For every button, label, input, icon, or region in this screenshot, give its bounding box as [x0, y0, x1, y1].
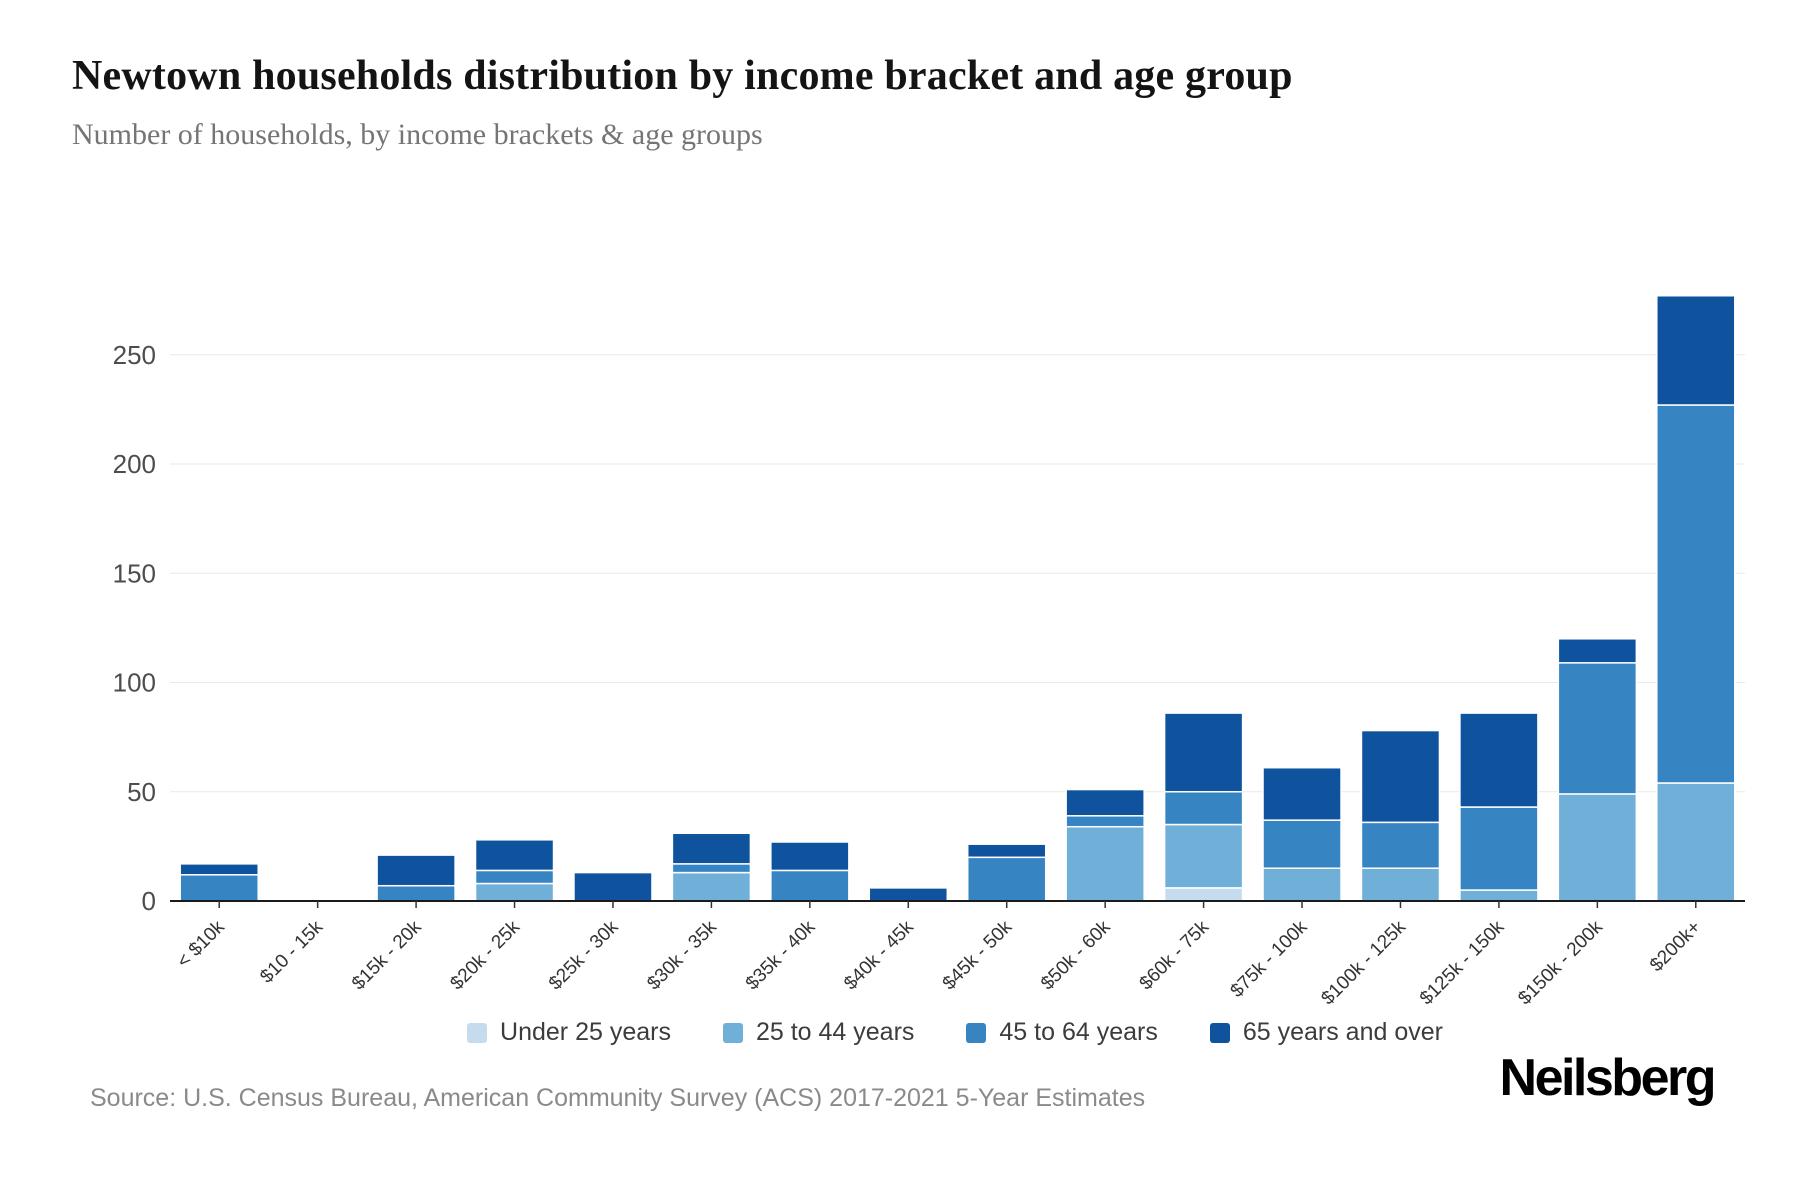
bar-segment [671, 863, 752, 874]
brand-logo: Neilsberg [1499, 1049, 1717, 1107]
bar-segment [1065, 815, 1145, 828]
bar-segment [1262, 766, 1342, 821]
x-axis-tick-label: $40k - 45k [840, 916, 918, 994]
x-axis-tick-label: $20k - 25k [446, 916, 524, 994]
bar-segment [1656, 404, 1736, 784]
bar-segment [966, 843, 1047, 859]
chart-subtitle: Number of households, by income brackets… [72, 118, 763, 151]
x-axis-tick-label: < $10k [173, 916, 229, 972]
bar-segment [474, 869, 555, 885]
bar-segment [1459, 889, 1539, 902]
legend-swatch-icon [722, 1022, 743, 1043]
bar-segment [1262, 867, 1342, 902]
y-axis-tick-label: 50 [127, 777, 156, 807]
legend-item: 65 years and over [1209, 1018, 1443, 1047]
bar-segment [376, 884, 456, 902]
bar-segment [1163, 887, 1244, 902]
x-axis-tick-label: $150k - 200k [1514, 916, 1607, 1009]
bar-segment [671, 871, 752, 902]
x-axis-tick-label: $75k - 100k [1227, 916, 1312, 1001]
legend: Under 25 years 25 to 44 years 45 to 64 yea… [0, 1018, 1800, 1047]
bar-segment [573, 871, 653, 902]
bar-segment [179, 874, 259, 902]
legend-swatch-icon [1209, 1022, 1230, 1043]
bar-segment [770, 869, 850, 902]
x-axis-tick-label: $200k+ [1646, 917, 1705, 976]
bar-segment [868, 887, 949, 902]
x-axis-tick-label: $125k - 150k [1416, 916, 1509, 1009]
legend-item: Under 25 years [467, 1018, 671, 1047]
bar-segment [474, 882, 555, 902]
x-axis-tick-label: $45k - 50k [939, 916, 1017, 994]
source-note: Source: U.S. Census Bureau, American Com… [90, 1084, 1146, 1112]
x-axis-tick-label: $25k - 30k [545, 916, 623, 994]
legend-label: 65 years and over [1242, 1018, 1443, 1046]
x-axis-tick-label: $30k - 35k [643, 916, 721, 994]
bar-segment [1459, 806, 1539, 891]
chart-title: Newtown households distribution by incom… [72, 53, 1293, 99]
x-axis-tick-label: $35k - 40k [742, 916, 820, 994]
x-axis-tick-label: $100k - 125k [1317, 916, 1410, 1009]
x-axis-tick-label: $10 - 15k [256, 916, 327, 987]
bar-segment [1360, 867, 1441, 902]
bar-segment [671, 832, 752, 865]
legend-label: 25 to 44 years [755, 1018, 915, 1046]
legend-swatch-icon [467, 1022, 488, 1043]
y-axis-tick-label: 250 [113, 340, 156, 370]
x-axis-tick-label: $60k - 75k [1136, 916, 1214, 994]
bar-segment [1262, 819, 1342, 869]
legend-item: 25 to 44 years [722, 1018, 915, 1047]
legend-label: Under 25 years [500, 1018, 671, 1046]
y-axis-tick-label: 150 [113, 558, 156, 588]
bar-segment [770, 841, 850, 872]
bar-segment [966, 856, 1047, 902]
legend-swatch-icon [966, 1022, 987, 1043]
y-axis-tick-label: 200 [113, 449, 156, 479]
bar-segment [1065, 788, 1145, 817]
bar-segment [1065, 825, 1145, 902]
bar-segment [1163, 823, 1244, 889]
bar-segment [1163, 712, 1244, 793]
bar-segment [1557, 662, 1638, 795]
bar-segment [1163, 791, 1244, 826]
bar-segment [1656, 782, 1736, 902]
bar-segment [1557, 793, 1638, 902]
bar-segment [179, 863, 259, 876]
y-axis-tick-label: 100 [113, 668, 156, 698]
legend-label: 45 to 64 years [999, 1018, 1158, 1046]
bar-segment [376, 854, 456, 887]
bar-segment [1656, 295, 1736, 406]
bar-segment [474, 839, 555, 872]
x-axis-tick-label: $15k - 20k [348, 916, 426, 994]
bar-segment [1557, 638, 1638, 664]
y-axis-tick-label: 0 [142, 886, 156, 916]
legend-item: 45 to 64 years [966, 1018, 1158, 1047]
x-axis-tick-label: $50k - 60k [1037, 916, 1115, 994]
bar-segment [1459, 712, 1539, 808]
bar-segment [1360, 821, 1441, 869]
bar-segment [1360, 729, 1441, 824]
